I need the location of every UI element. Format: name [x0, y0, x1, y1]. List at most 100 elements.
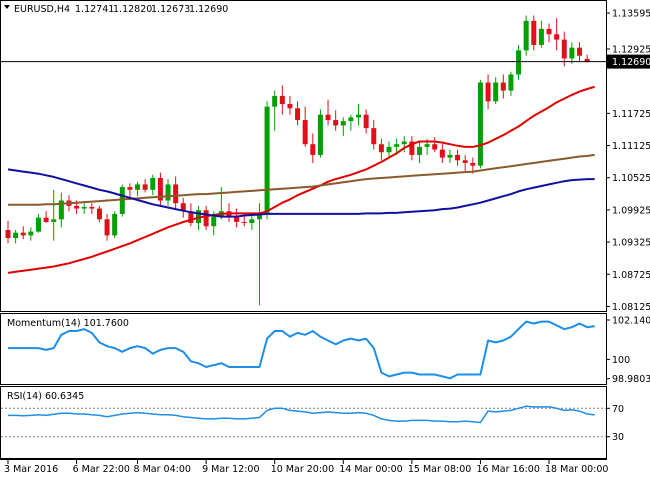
candle-body	[401, 141, 407, 145]
time-tick-label: 16 Mar 16:00	[476, 464, 539, 475]
candle-body	[211, 216, 217, 227]
candle-body	[150, 177, 156, 190]
current-price-label: 1.12690	[612, 57, 650, 68]
momentum-tick-label: 100	[612, 355, 630, 366]
candle-body	[104, 219, 110, 236]
momentum-line	[8, 320, 595, 380]
candle-body	[74, 205, 80, 209]
candle-body	[196, 210, 201, 224]
price-tick-label: 1.12925	[612, 45, 650, 56]
momentum-panel-frame	[0, 313, 607, 385]
time-tick-label: 15 Mar 08:00	[408, 464, 471, 475]
candle-body	[173, 184, 179, 204]
candle-body	[447, 154, 453, 158]
time-tick-label: 3 Mar 2016	[4, 464, 58, 475]
price-panel-frame	[0, 0, 607, 312]
mid-moving-average-line	[8, 153, 595, 206]
candle-body	[112, 213, 118, 236]
rsi-line	[8, 405, 595, 424]
momentum-tick-label: 98.9803	[612, 374, 650, 385]
candle-body	[508, 74, 514, 91]
current-price-tag	[607, 54, 650, 69]
candle-body	[348, 117, 354, 122]
price-tick-label: 1.13595	[612, 9, 650, 20]
momentum-title: Momentum(14) 101.7600	[7, 318, 129, 329]
candle-body	[302, 120, 308, 145]
candle-body	[28, 231, 34, 236]
candle-body	[203, 210, 209, 227]
candle-body	[188, 211, 194, 224]
time-tick-label: 9 Mar 12:00	[202, 464, 259, 475]
candle-body	[394, 144, 400, 147]
price-tick-label: 1.11125	[612, 141, 650, 152]
candle-body	[13, 232, 19, 239]
price-series	[0, 15, 606, 306]
candle-body	[386, 146, 392, 153]
rsi-series	[1, 405, 606, 438]
price-tick-label: 1.09925	[612, 205, 650, 216]
candle-body	[20, 232, 26, 236]
time-tick-label: 10 Mar 20:00	[271, 464, 334, 475]
rsi-tick-label: 30	[612, 432, 624, 443]
candle-body	[51, 219, 57, 222]
candle-body	[554, 34, 560, 40]
candle-body	[256, 213, 262, 220]
ohlc-open: 1.12741	[75, 4, 114, 15]
candle-body	[81, 206, 87, 209]
candle-body	[584, 58, 590, 62]
candle-body	[363, 114, 369, 129]
candle-body	[127, 187, 133, 190]
candle-body	[516, 50, 522, 75]
candle-body	[561, 39, 567, 59]
candle-body	[485, 82, 491, 102]
time-tick-label: 18 Mar 00:00	[545, 464, 608, 475]
candle-body	[157, 177, 163, 201]
candle-body	[378, 144, 384, 153]
price-tick-label: 1.11725	[612, 109, 650, 120]
time-tick-label: 6 Mar 22:00	[73, 464, 130, 475]
candle-body	[5, 230, 11, 239]
ohlc-low: 1.12673	[151, 4, 190, 15]
candle-body	[455, 154, 461, 161]
candle-body	[165, 184, 171, 201]
candle-body	[424, 144, 430, 147]
candle-body	[35, 217, 41, 232]
candle-body	[317, 114, 323, 155]
symbol-label: EURUSD,H4	[14, 4, 70, 15]
ohlc-high: 1.12820	[113, 4, 152, 15]
candle-body	[89, 206, 95, 209]
candle-body	[272, 95, 278, 107]
ohlc-close: 1.12690	[189, 4, 228, 15]
candle-body	[249, 219, 255, 224]
candle-body	[462, 160, 468, 163]
price-tick-label: 1.08125	[612, 302, 650, 313]
fast-moving-average-line	[7, 85, 595, 274]
price-tick-label: 1.10525	[612, 173, 650, 184]
candle-body	[333, 120, 339, 126]
candle-body	[409, 141, 415, 155]
candle-body	[241, 221, 247, 224]
candle-body	[58, 200, 64, 220]
candle-body	[180, 203, 186, 212]
time-tick-label: 14 Mar 00:00	[339, 464, 402, 475]
time-tick-label: 8 Mar 04:00	[134, 464, 191, 475]
rsi-panel-frame	[0, 386, 607, 459]
candle-body	[432, 144, 438, 150]
candle-body	[340, 121, 346, 126]
candle-body	[371, 128, 377, 145]
price-tick-label: 1.08725	[612, 270, 650, 281]
candle-body	[531, 20, 537, 45]
candle-body	[310, 144, 316, 155]
candle-body	[538, 28, 544, 45]
momentum-series	[8, 320, 595, 380]
candle-body	[287, 103, 293, 109]
rsi-title: RSI(14) 60.6345	[7, 391, 84, 402]
candle-body	[325, 114, 331, 121]
candle-body	[477, 82, 483, 166]
candle-body	[142, 184, 148, 190]
dropdown-triangle-icon[interactable]	[4, 5, 10, 9]
candle-body	[546, 28, 552, 35]
candle-body	[356, 114, 362, 118]
